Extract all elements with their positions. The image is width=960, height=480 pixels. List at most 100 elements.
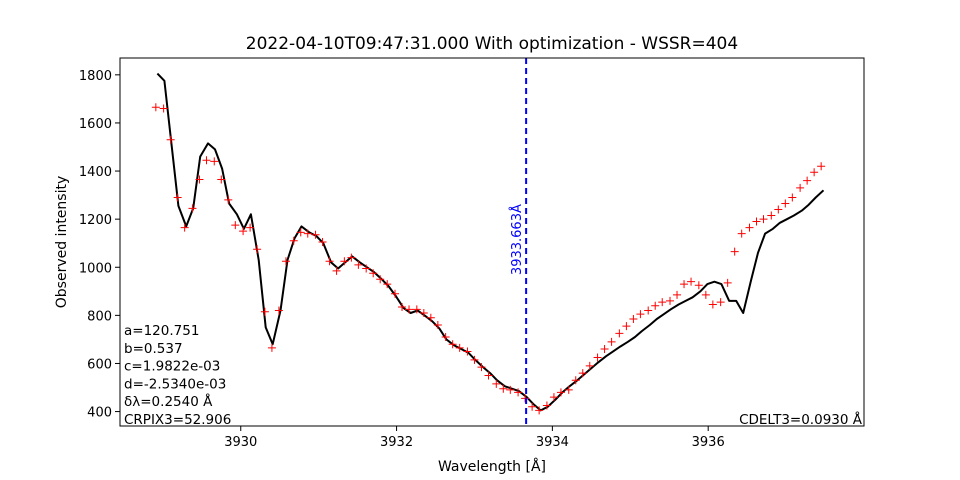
data-point-marker bbox=[492, 379, 501, 388]
data-point-marker bbox=[260, 307, 269, 316]
y-tick-label: 400 bbox=[87, 406, 112, 421]
data-point-marker bbox=[289, 236, 298, 245]
data-point-marker bbox=[759, 215, 768, 224]
data-point-marker bbox=[752, 217, 761, 226]
data-point-marker bbox=[412, 305, 421, 314]
data-point-marker bbox=[723, 278, 732, 287]
cdelt3-annotation: CDELT3=0.0930 Å bbox=[739, 411, 863, 428]
data-point-marker bbox=[803, 176, 812, 185]
y-tick-label: 1600 bbox=[79, 117, 112, 132]
data-point-marker bbox=[362, 264, 371, 273]
data-point-marker bbox=[231, 221, 240, 230]
data-point-marker bbox=[347, 253, 356, 262]
x-tick-label: 3936 bbox=[692, 435, 725, 450]
data-point-marker bbox=[556, 388, 565, 397]
data-point-marker bbox=[376, 275, 385, 284]
data-point-marker bbox=[796, 183, 805, 192]
data-point-marker bbox=[303, 229, 312, 238]
data-point-marker bbox=[405, 305, 414, 314]
data-point-marker bbox=[441, 333, 450, 342]
data-point-marker bbox=[188, 204, 197, 213]
data-point-marker bbox=[253, 245, 262, 254]
data-point-marker bbox=[340, 257, 349, 266]
data-point-marker bbox=[383, 280, 392, 289]
data-point-marker bbox=[398, 302, 407, 311]
data-point-marker bbox=[180, 223, 189, 232]
data-point-marker bbox=[506, 385, 515, 394]
fit-parameter-text: δλ=0.2540 Å bbox=[124, 393, 213, 410]
data-point-marker bbox=[593, 353, 602, 362]
data-point-marker bbox=[484, 371, 493, 380]
y-tick-label: 600 bbox=[87, 357, 112, 372]
data-point-marker bbox=[448, 340, 457, 349]
data-point-marker bbox=[514, 388, 523, 397]
data-point-marker bbox=[658, 298, 667, 307]
line-center-label: 3933.663Å bbox=[509, 204, 525, 275]
data-point-marker bbox=[470, 355, 479, 364]
chart-title: 2022-04-10T09:47:31.000 With optimizatio… bbox=[246, 34, 738, 54]
data-point-marker bbox=[564, 385, 573, 394]
data-point-marker bbox=[499, 384, 508, 393]
data-point-marker bbox=[528, 402, 537, 411]
data-point-marker bbox=[716, 298, 725, 307]
fit-parameter-text: a=120.751 bbox=[124, 323, 199, 339]
data-point-marker bbox=[578, 369, 587, 378]
y-tick-label: 1800 bbox=[79, 69, 112, 84]
data-point-marker bbox=[325, 257, 334, 266]
data-point-marker bbox=[246, 223, 255, 232]
y-axis-label: Observed intensity bbox=[54, 176, 70, 309]
data-point-marker bbox=[521, 394, 530, 403]
plot-frame bbox=[119, 57, 865, 427]
data-point-marker bbox=[151, 103, 160, 112]
data-point-marker bbox=[354, 260, 363, 269]
data-point-marker bbox=[817, 162, 826, 171]
fit-parameter-text: d=-2.5340e-03 bbox=[124, 376, 226, 392]
data-point-marker bbox=[636, 310, 645, 319]
data-point-marker bbox=[195, 175, 204, 184]
y-tick-label: 800 bbox=[87, 309, 112, 324]
data-point-marker bbox=[629, 314, 638, 323]
data-point-marker bbox=[687, 277, 696, 286]
data-point-marker bbox=[781, 199, 790, 208]
data-point-marker bbox=[239, 227, 248, 236]
data-point-marker bbox=[774, 205, 783, 214]
data-point-marker bbox=[318, 238, 327, 246]
data-point-marker bbox=[202, 156, 211, 165]
y-tick-label: 1000 bbox=[79, 261, 112, 276]
data-point-marker bbox=[542, 401, 551, 410]
y-tick-label: 1200 bbox=[79, 213, 112, 228]
data-point-marker bbox=[745, 223, 754, 232]
x-tick-label: 3930 bbox=[224, 435, 257, 450]
model-fit-line bbox=[156, 72, 825, 412]
data-point-marker bbox=[788, 193, 797, 202]
data-point-marker bbox=[455, 343, 464, 352]
data-point-marker bbox=[585, 361, 594, 370]
data-point-marker bbox=[173, 193, 182, 202]
y-tick-label: 1400 bbox=[79, 165, 112, 180]
data-point-marker bbox=[477, 363, 486, 372]
data-point-marker bbox=[622, 322, 631, 331]
data-point-marker bbox=[810, 168, 819, 177]
data-point-marker bbox=[549, 393, 558, 402]
data-point-marker bbox=[694, 281, 703, 290]
fit-parameter-text: b=0.537 bbox=[124, 341, 183, 357]
data-point-marker bbox=[217, 175, 226, 184]
data-point-marker bbox=[730, 247, 739, 256]
data-point-marker bbox=[767, 211, 776, 220]
x-tick-label: 3934 bbox=[536, 435, 569, 450]
data-point-marker bbox=[535, 406, 544, 415]
data-point-marker bbox=[615, 329, 624, 338]
data-point-marker bbox=[607, 337, 616, 346]
data-point-marker bbox=[274, 306, 283, 315]
data-point-marker bbox=[391, 289, 400, 298]
fit-parameter-text: CRPIX3=52.906 bbox=[124, 412, 231, 428]
data-point-marker bbox=[159, 104, 168, 113]
fit-parameter-text: c=1.9822e-03 bbox=[124, 359, 220, 375]
data-point-marker bbox=[701, 290, 710, 299]
data-point-marker bbox=[644, 306, 653, 315]
x-tick-label: 3932 bbox=[380, 435, 413, 450]
data-point-marker bbox=[419, 308, 428, 317]
fit-parameters: a=120.751 b=0.537 c=1.9822e-03d=-2.5340e-0… bbox=[124, 323, 231, 428]
data-point-marker bbox=[296, 228, 305, 237]
